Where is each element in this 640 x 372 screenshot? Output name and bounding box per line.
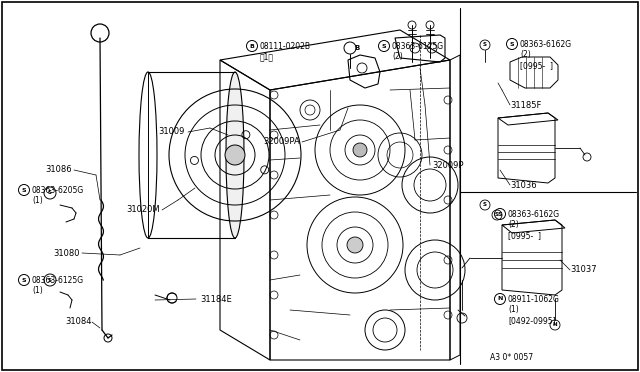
Text: 31009: 31009: [159, 128, 185, 137]
Text: 08363-6162G
(2)
[0995-  ]: 08363-6162G (2) [0995- ]: [508, 210, 560, 240]
Text: N: N: [553, 323, 557, 327]
Text: N: N: [497, 296, 502, 301]
Text: S: S: [509, 42, 515, 46]
Text: 31184E: 31184E: [200, 295, 232, 304]
Circle shape: [347, 237, 363, 253]
Text: 08363-6125G
(1): 08363-6125G (1): [32, 276, 84, 295]
Text: S: S: [48, 278, 52, 282]
Text: 08111-0202B
（1）: 08111-0202B （1）: [260, 42, 311, 61]
Text: S: S: [495, 212, 499, 218]
Text: S: S: [22, 187, 26, 192]
Text: S: S: [498, 212, 502, 217]
Text: 31185F: 31185F: [510, 100, 541, 109]
Text: 08363-6205G
(1): 08363-6205G (1): [32, 186, 84, 205]
Text: 08911-1062G
(1)
[0492-0995]: 08911-1062G (1) [0492-0995]: [508, 295, 560, 325]
Text: S: S: [22, 278, 26, 282]
Text: 08363-6162G
(2)
[0995-  ]: 08363-6162G (2) [0995- ]: [520, 40, 572, 70]
Text: 31036: 31036: [510, 180, 536, 189]
Text: S: S: [483, 202, 487, 208]
Text: A3 0* 0057: A3 0* 0057: [490, 353, 533, 362]
Text: B: B: [355, 45, 360, 51]
Text: 31084: 31084: [65, 317, 92, 327]
Text: 31080: 31080: [54, 248, 80, 257]
Text: 32009PA: 32009PA: [263, 138, 300, 147]
Text: 31086: 31086: [45, 166, 72, 174]
Text: B: B: [250, 44, 255, 48]
Ellipse shape: [226, 72, 244, 238]
Text: 08363-6125G
(2): 08363-6125G (2): [392, 42, 444, 61]
Text: S: S: [381, 44, 387, 48]
Text: 31037: 31037: [570, 266, 596, 275]
Text: 32009P: 32009P: [432, 160, 463, 170]
Text: S: S: [48, 190, 52, 196]
Circle shape: [353, 143, 367, 157]
Text: S: S: [483, 42, 487, 48]
Circle shape: [225, 145, 245, 165]
Text: 31020M: 31020M: [126, 205, 160, 215]
